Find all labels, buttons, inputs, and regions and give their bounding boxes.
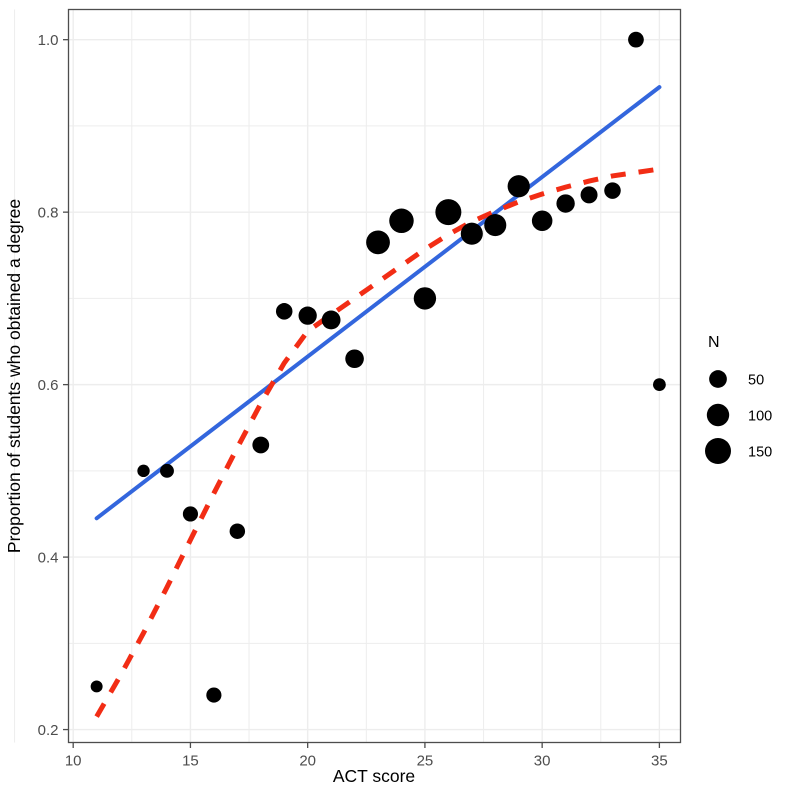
- loess-fit: [94, 166, 660, 718]
- data-point: [556, 194, 575, 213]
- y-tick-label: 0.2: [38, 722, 59, 739]
- legend-items: 50 100 150: [705, 370, 772, 464]
- data-point: [531, 210, 553, 232]
- data-point: [345, 349, 364, 369]
- data-point: [229, 523, 246, 539]
- data-point: [628, 31, 644, 48]
- legend-label: 150: [748, 445, 772, 461]
- size-legend: N 50 100 150: [705, 334, 772, 464]
- y-tick-label: 1.0: [38, 32, 59, 49]
- x-axis: 10 15 20 25 30 35: [65, 742, 668, 770]
- linear-fit: [94, 85, 662, 521]
- data-point: [460, 222, 483, 245]
- x-tick-label: 35: [651, 753, 668, 770]
- data-points: [90, 31, 666, 703]
- panel-border: [67, 8, 682, 744]
- x-tick-label: 30: [534, 753, 551, 770]
- data-point: [321, 310, 341, 330]
- x-tick-label: 15: [182, 753, 199, 770]
- y-axis-title: Proportion of students who obtained a de…: [4, 199, 24, 553]
- data-point: [653, 378, 666, 392]
- legend-marker: [706, 403, 730, 427]
- legend-label: 50: [748, 373, 764, 389]
- data-point: [90, 680, 103, 693]
- data-point: [389, 208, 414, 234]
- data-point: [275, 303, 293, 320]
- data-point: [298, 306, 317, 325]
- data-point: [580, 186, 598, 204]
- data-point: [435, 199, 462, 226]
- panel-background: [68, 9, 681, 743]
- legend-marker: [705, 438, 731, 464]
- grid-major: [68, 9, 681, 743]
- data-point: [206, 687, 222, 703]
- legend-label: 100: [748, 409, 772, 425]
- data-point: [604, 182, 621, 199]
- legend-title: N: [708, 334, 720, 351]
- data-point: [160, 463, 174, 478]
- x-tick-label: 20: [299, 753, 316, 770]
- y-tick-label: 0.6: [38, 377, 59, 394]
- data-point: [252, 436, 270, 454]
- data-point: [507, 175, 530, 198]
- y-tick-label: 0.8: [38, 205, 59, 222]
- y-axis: 0.2 0.4 0.6 0.8 1.0: [38, 32, 69, 739]
- legend-marker: [709, 370, 727, 388]
- x-axis-title: ACT score: [333, 766, 415, 786]
- data-point: [137, 464, 150, 478]
- y-tick-label: 0.4: [38, 550, 59, 567]
- data-point: [182, 506, 199, 522]
- fit-lines: [94, 85, 662, 718]
- data-point: [413, 287, 437, 310]
- x-tick-label: 25: [417, 753, 434, 770]
- x-tick-label: 10: [65, 753, 82, 770]
- data-point: [366, 230, 390, 255]
- data-point: [484, 214, 507, 237]
